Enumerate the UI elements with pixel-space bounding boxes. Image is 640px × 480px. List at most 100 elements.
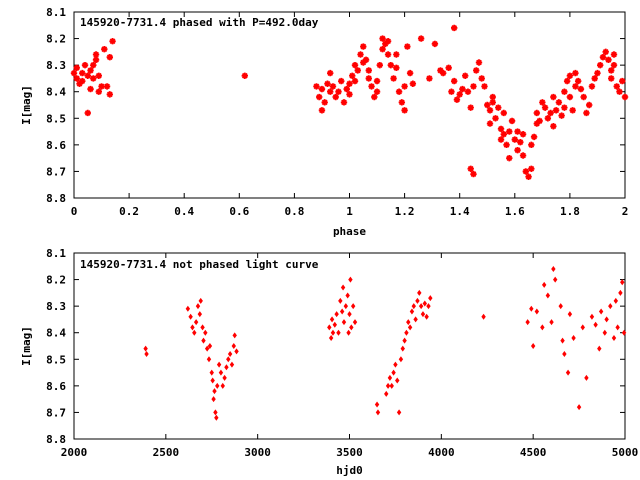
phased-data-point	[517, 139, 524, 146]
unphased-y-tick-label: 8.5	[46, 353, 66, 366]
unphased-data-point	[593, 321, 598, 328]
phased-data-point	[351, 61, 359, 69]
phased-data-point	[332, 93, 339, 101]
unphased-data-point	[197, 311, 203, 318]
phased-data-point	[73, 75, 80, 82]
phased-data-point	[486, 107, 494, 114]
phased-data-point	[373, 77, 381, 85]
phased-data-point	[106, 91, 114, 98]
unphased-data-point	[409, 308, 415, 315]
unphased-data-point	[615, 324, 620, 331]
phased-data-point	[550, 93, 557, 101]
phased-data-point	[87, 85, 94, 93]
unphased-data-point	[389, 382, 394, 389]
unphased-data-point	[553, 276, 558, 283]
phased-data-point	[318, 85, 326, 93]
phased-data-point	[373, 88, 381, 95]
unphased-data-point	[411, 303, 416, 310]
phased-data-point	[90, 61, 97, 69]
phased-data-point	[613, 83, 620, 90]
phased-data-point	[558, 112, 565, 119]
unphased-y-tick-label: 8.1	[46, 247, 66, 260]
phased-data-point	[87, 67, 94, 74]
phased-data-point	[351, 77, 359, 85]
unphased-data-point	[203, 329, 208, 336]
phased-data-point	[417, 35, 425, 42]
phased-x-tick-label: 1.8	[560, 205, 580, 218]
unphased-data-point	[143, 345, 148, 352]
phased-data-point	[508, 117, 516, 125]
phased-data-point	[321, 99, 328, 106]
phased-data-point	[470, 170, 477, 178]
phased-data-point	[384, 51, 392, 58]
phased-data-point	[393, 51, 400, 58]
phased-data-point	[489, 99, 496, 106]
unphased-data-point	[558, 303, 563, 310]
phased-data-point	[453, 96, 461, 103]
phased-data-point	[426, 75, 433, 82]
unphased-x-tick-label: 2000	[61, 446, 88, 459]
unphased-data-point	[534, 308, 540, 315]
unphased-data-point	[206, 356, 212, 363]
unphased-data-point	[345, 292, 350, 299]
phased-y-tick-label: 8.8	[46, 192, 66, 205]
phased-y-tick-label: 8.5	[46, 112, 66, 125]
phased-data-point	[448, 88, 455, 95]
phased-x-tick-label: 2	[622, 205, 629, 218]
unphased-data-point	[343, 303, 349, 310]
phased-data-point	[484, 101, 491, 109]
phased-data-point	[536, 117, 543, 125]
unphased-data-point	[604, 316, 609, 323]
unphased-data-point	[193, 319, 199, 326]
phased-y-tick-label: 8.7	[46, 165, 66, 178]
unphased-chart-points	[143, 265, 627, 421]
phased-data-point	[79, 77, 86, 85]
phased-data-point	[506, 154, 513, 162]
phased-data-point	[313, 83, 320, 90]
phased-data-point	[528, 165, 535, 172]
phased-data-point	[519, 152, 527, 159]
phased-chart-points	[70, 24, 629, 180]
phased-data-point	[552, 107, 560, 114]
unphased-data-point	[426, 303, 431, 310]
unphased-data-point	[560, 337, 565, 344]
unphased-data-point	[216, 361, 222, 368]
unphased-data-point	[407, 324, 413, 331]
unphased-data-point	[201, 337, 206, 344]
phased-data-point	[497, 136, 505, 143]
unphased-data-point	[332, 321, 338, 328]
unphased-data-point	[349, 324, 354, 331]
unphased-x-tick-label: 3000	[244, 446, 271, 459]
phased-data-point	[459, 85, 466, 93]
unphased-chart-ylabel: I[mag]	[20, 326, 33, 366]
phased-data-point	[95, 72, 102, 79]
phased-data-point	[398, 99, 406, 106]
phased-data-point	[519, 131, 527, 138]
unphased-data-point	[611, 335, 617, 342]
phased-data-point	[489, 93, 496, 101]
phased-data-point	[95, 88, 102, 95]
unphased-data-point	[618, 289, 623, 296]
phased-x-tick-label: 1.6	[505, 205, 525, 218]
phased-x-tick-label: 0	[71, 205, 78, 218]
unphased-data-point	[214, 414, 219, 421]
unphased-data-point	[567, 311, 573, 318]
unphased-data-point	[340, 284, 346, 291]
phased-data-point	[619, 77, 626, 85]
unphased-data-point	[580, 324, 585, 331]
unphased-data-point	[549, 319, 554, 326]
phased-x-tick-label: 1.2	[395, 205, 415, 218]
phased-data-point	[561, 88, 568, 95]
phased-data-point	[569, 107, 576, 114]
unphased-data-point	[185, 305, 191, 312]
unphased-data-point	[212, 388, 217, 395]
phased-data-point	[514, 128, 521, 135]
phased-data-point	[365, 67, 372, 74]
unphased-data-point	[621, 329, 627, 336]
phased-x-tick-label: 0.8	[284, 205, 304, 218]
unphased-data-point	[525, 319, 530, 326]
phased-data-point	[608, 75, 615, 82]
unphased-data-point	[329, 316, 335, 323]
phased-data-point	[585, 101, 593, 109]
phased-data-point	[335, 88, 342, 95]
